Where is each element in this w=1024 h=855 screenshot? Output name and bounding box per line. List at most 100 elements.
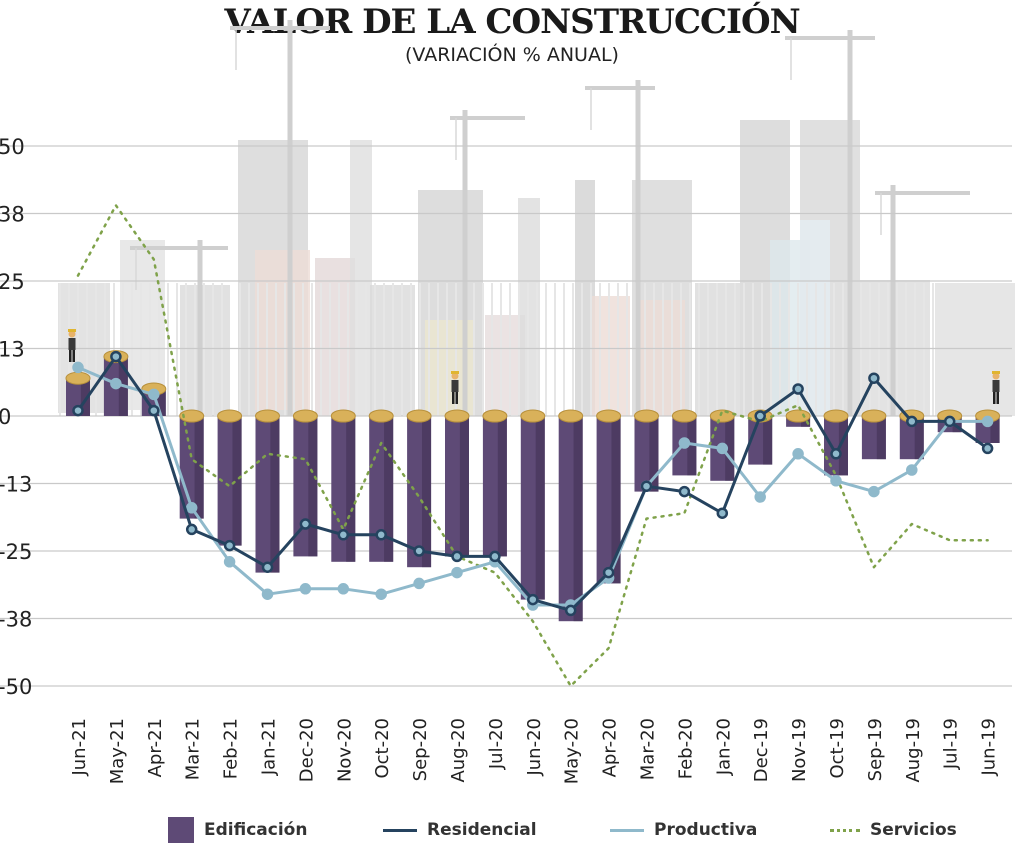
bar-shade: [497, 416, 507, 557]
bar-shade: [80, 378, 90, 416]
bar-coin: [217, 409, 243, 423]
worker-figure: [992, 371, 1000, 404]
bar-shade: [459, 416, 469, 557]
bar-coin: [444, 409, 470, 423]
worker-head: [992, 372, 1000, 380]
legend-swatch-productiva: [610, 828, 644, 832]
bar-coin: [596, 409, 622, 423]
y-tick-label: 50: [0, 135, 25, 159]
legend-label-productiva: Productiva: [654, 820, 758, 840]
point-productiva: [716, 442, 729, 455]
bar-shade: [800, 416, 811, 427]
point-productiva: [375, 588, 387, 600]
bar-coin: [65, 371, 91, 385]
point-productiva: [678, 437, 691, 449]
bar-shade: [763, 416, 773, 465]
bar-shade: [914, 416, 924, 460]
point-residencial: [185, 523, 198, 536]
x-tick-label: Feb-20: [675, 718, 696, 779]
bar-shade: [573, 416, 583, 622]
point-residencial: [640, 480, 653, 492]
y-tick-label: -38: [0, 608, 32, 632]
x-tick-label: Mar-21: [183, 718, 204, 780]
building-shape: [255, 250, 310, 410]
x-tick-label: Jan-20: [713, 718, 734, 776]
bar-coin: [406, 409, 432, 423]
chart-title: VALOR DE LA CONSTRUCCIÓN: [224, 2, 800, 42]
point-productiva: [337, 583, 350, 595]
x-tick-label: Mar-20: [638, 718, 659, 780]
chart-subtitle: (VARIACIÓN % ANUAL): [405, 44, 619, 66]
x-tick-label: Aug-20: [448, 718, 469, 783]
worker-figure: [451, 371, 459, 404]
bar-coin: [709, 409, 735, 423]
point-productiva: [110, 377, 122, 390]
point-productiva: [981, 415, 994, 428]
y-axis-ticks: 50 38 25 13 0 -13 -25 -38 -50: [0, 135, 32, 699]
point-productiva: [148, 388, 160, 401]
point-residencial: [110, 350, 122, 363]
bar-shade: [649, 416, 659, 492]
legend-item-residencial: Residencial: [383, 810, 537, 850]
worker-head: [68, 330, 76, 338]
edificacion-bars: [65, 350, 1001, 622]
chart-canvas: 50 38 25 13 0 -13 -25 -38 -50 Jun-21 May-21 Apr-21…: [0, 20, 1015, 784]
x-tick-label: Aug-19: [903, 718, 924, 783]
point-productiva: [830, 475, 842, 487]
point-residencial: [754, 410, 766, 422]
worker-leg: [452, 392, 455, 404]
construction-background: [58, 20, 1015, 416]
series-lines: [72, 204, 994, 688]
point-residencial: [489, 550, 501, 563]
x-tick-label: Jan-21: [259, 718, 280, 776]
bar-coin: [255, 409, 280, 423]
worker-helmet: [992, 371, 1000, 374]
legend-item-productiva: Productiva: [610, 810, 757, 850]
x-tick-label: Jul-19: [941, 718, 962, 770]
x-tick-label: Jun-20: [524, 718, 545, 777]
legend-item-edificacion: Edificación: [168, 810, 307, 850]
x-tick-label: Dec-20: [296, 718, 317, 782]
bar-shade: [611, 416, 621, 584]
bar-shade: [990, 416, 1000, 443]
x-tick-label: Sep-20: [410, 718, 431, 781]
y-tick-label: 38: [0, 203, 25, 227]
legend-label-servicios: Servicios: [870, 820, 957, 840]
point-residencial: [943, 415, 956, 428]
bar-coin: [520, 409, 546, 423]
worker-helmet: [68, 329, 76, 332]
point-residencial: [564, 604, 577, 617]
worker-leg: [69, 350, 72, 362]
legend-item-servicios: Servicios: [830, 810, 957, 850]
worker-body: [451, 380, 459, 392]
bar-coin: [482, 409, 508, 423]
point-residencial: [527, 593, 539, 606]
bar-shade: [687, 416, 697, 476]
y-tick-label: 0: [0, 405, 11, 429]
legend-swatch-edificacion: [168, 817, 194, 843]
point-productiva: [185, 502, 198, 514]
bar-shade: [952, 416, 962, 433]
point-residencial: [830, 448, 842, 460]
x-tick-label: Dec-19: [751, 718, 772, 782]
bar-coin: [785, 409, 811, 423]
bar-shade: [725, 416, 735, 481]
bar-coin: [861, 409, 887, 423]
point-residencial: [906, 415, 918, 428]
point-residencial: [375, 529, 387, 541]
worker-illustrations: [68, 329, 1000, 404]
point-residencial: [72, 404, 84, 417]
point-productiva: [72, 361, 84, 374]
x-tick-label: Nov-19: [789, 718, 810, 782]
worker-figure: [68, 329, 76, 362]
bar-coin: [823, 409, 849, 423]
worker-leg: [993, 392, 996, 404]
bar-coin: [671, 409, 697, 423]
building-shape: [935, 283, 1015, 416]
point-productiva: [261, 588, 274, 600]
x-tick-label: Sep-19: [865, 718, 886, 781]
worker-body: [68, 338, 76, 350]
point-residencial: [223, 539, 236, 552]
line-servicios: [76, 204, 989, 688]
building-shape: [592, 296, 630, 416]
